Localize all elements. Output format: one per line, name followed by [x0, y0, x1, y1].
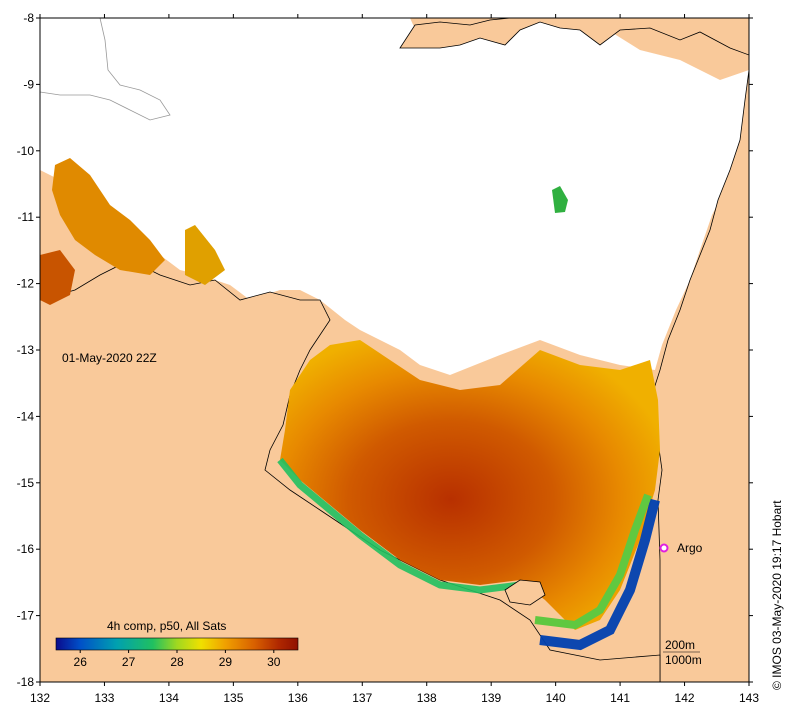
- colorbar-ticks: 26 27 28 29 30: [74, 650, 281, 669]
- lat-tick-label: -12: [17, 277, 35, 291]
- timestamp-label: 01-May-2020 22Z: [62, 351, 157, 365]
- cape-york-land: [651, 69, 749, 682]
- river-outline: [40, 18, 171, 121]
- latitude-axis: -8 -9 -10 -11 -12 -13 -14 -15 -16 -17 -18: [17, 11, 753, 689]
- lon-tick-label: 134: [159, 691, 179, 705]
- colorbar-tick-label: 30: [267, 655, 281, 669]
- lon-tick-label: 133: [94, 691, 114, 705]
- lon-tick-label: 142: [675, 691, 695, 705]
- lat-tick-label: -16: [17, 542, 35, 556]
- contour-1000m-label: 1000m: [665, 653, 702, 667]
- sst-green-spot: [552, 186, 568, 213]
- sst-southeast-band: [539, 498, 660, 651]
- lat-tick-label: -10: [17, 144, 35, 158]
- lon-tick-label: 141: [610, 691, 630, 705]
- argo-label: Argo: [677, 541, 703, 555]
- lon-tick-label: 139: [481, 691, 501, 705]
- colorbar-tick-label: 29: [219, 655, 233, 669]
- sst-field: [280, 340, 660, 630]
- lon-tick-label: 136: [288, 691, 308, 705]
- argo-marker[interactable]: Argo: [659, 541, 703, 555]
- lon-tick-label: 140: [546, 691, 566, 705]
- sst-small-patch: [185, 225, 225, 285]
- lon-tick-label: 132: [30, 691, 50, 705]
- lat-tick-label: -15: [17, 476, 35, 490]
- colorbar-title: 4h comp, p50, All Sats: [107, 619, 226, 633]
- contour-200m-label: 200m: [665, 638, 695, 652]
- colorbar-tick-label: 26: [74, 655, 88, 669]
- mornington-island: [504, 579, 546, 606]
- colorbar: 4h comp, p50, All Sats 26 27 28 29 30: [55, 619, 299, 669]
- lat-tick-label: -13: [17, 343, 35, 357]
- lat-tick-label: -11: [18, 210, 35, 224]
- sst-southeast-green: [534, 493, 652, 630]
- colorbar-gradient: [55, 637, 299, 651]
- lat-tick-label: -18: [17, 675, 35, 689]
- lon-tick-label: 135: [223, 691, 243, 705]
- papua-land: [399, 18, 749, 56]
- lat-tick-label: -9: [23, 77, 34, 91]
- lon-tick-label: 137: [352, 691, 372, 705]
- cloud-mask: [40, 18, 749, 375]
- sst-west-patch: [40, 250, 75, 305]
- lon-tick-label: 143: [739, 691, 759, 705]
- colorbar-tick-label: 28: [170, 655, 184, 669]
- lat-tick-label: -14: [17, 409, 35, 423]
- imos-credit: © IMOS 03-May-2020 19:17 Hobart: [770, 500, 784, 690]
- lon-tick-label: 138: [417, 691, 437, 705]
- lat-tick-label: -17: [17, 609, 35, 623]
- colorbar-tick-label: 27: [122, 655, 136, 669]
- lat-tick-label: -8: [23, 11, 34, 25]
- sst-northwest-patch: [52, 158, 165, 275]
- longitude-axis: 132 133 134 135 136 137 138 139 140 141 142 143: [30, 14, 759, 705]
- argo-marker-icon: [659, 543, 669, 553]
- sst-coastal-band: [277, 457, 521, 594]
